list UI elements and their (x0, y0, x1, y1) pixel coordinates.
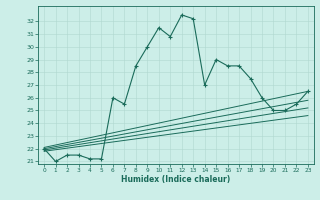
X-axis label: Humidex (Indice chaleur): Humidex (Indice chaleur) (121, 175, 231, 184)
